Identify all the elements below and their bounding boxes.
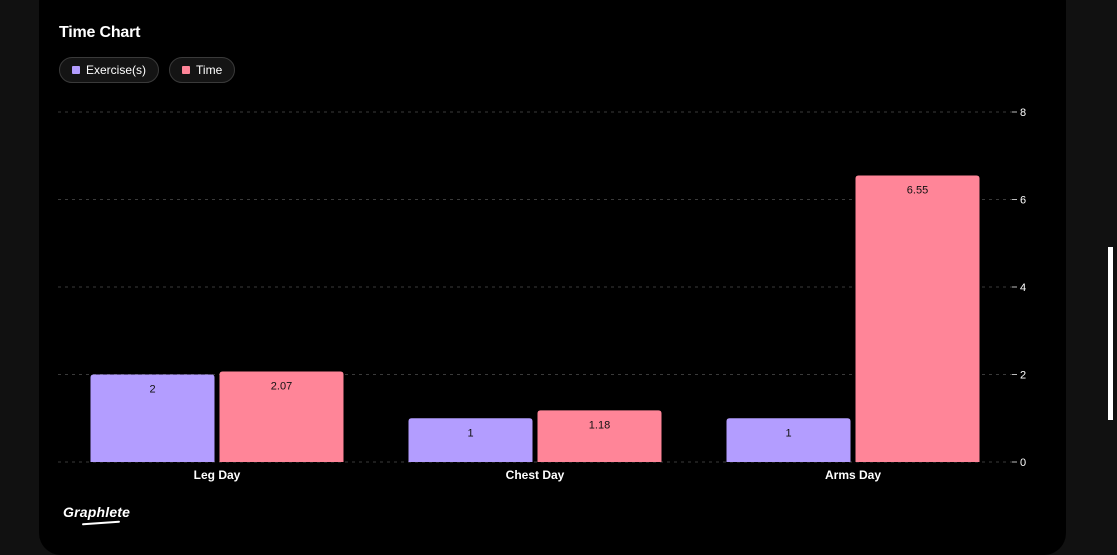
y-tick-label: 8 [1020, 107, 1026, 119]
y-tick-label: 4 [1020, 282, 1026, 294]
gridlines [58, 111, 1012, 463]
bar-exercises-arms-day[interactable] [726, 418, 851, 462]
bar-exercises-chest-day[interactable] [408, 418, 533, 462]
bars: 2 2.07 1 1.18 1 6.55 [90, 175, 980, 463]
bar-chart: 0 2 4 6 8 2 2.07 1 1.18 1 6.55 Leg Day Chest Day Ar… [58, 107, 1026, 482]
y-tick-label: 6 [1020, 195, 1026, 207]
bar-value-label: 6.55 [907, 184, 928, 196]
bar-time-arms-day[interactable] [855, 175, 980, 462]
bar-exercises-leg-day[interactable] [90, 374, 215, 463]
bar-time-leg-day[interactable] [219, 371, 344, 462]
y-tick-label: 2 [1020, 370, 1026, 382]
scrollbar[interactable] [1108, 247, 1113, 420]
legend-item-exercises[interactable]: Exercise(s) [59, 57, 160, 83]
x-axis: Leg Day Chest Day Arms Day [194, 468, 882, 482]
bar-value-label: 1 [467, 427, 473, 439]
bar-value-label: 2 [149, 384, 155, 396]
chart-title: Time Chart [59, 24, 141, 41]
y-axis: 0 2 4 6 8 [1012, 107, 1026, 469]
bar-time-chest-day[interactable] [537, 410, 662, 462]
brand-logo: Graphlete [63, 504, 131, 520]
legend: Exercise(s) Time [59, 57, 236, 83]
legend-swatch-exercises [72, 66, 80, 74]
bar-value-label: 1.18 [589, 419, 610, 431]
bar-value-label: 2.07 [271, 380, 292, 392]
legend-swatch-time [182, 66, 191, 74]
x-category-label: Chest Day [506, 468, 565, 482]
bar-value-label: 1 [785, 427, 791, 439]
y-tick-label: 0 [1020, 457, 1026, 469]
x-category-label: Leg Day [194, 468, 241, 482]
legend-label-exercises: Exercise(s) [86, 63, 147, 77]
legend-item-time[interactable]: Time [169, 57, 236, 83]
x-category-label: Arms Day [825, 468, 881, 482]
legend-label-time: Time [196, 63, 223, 77]
